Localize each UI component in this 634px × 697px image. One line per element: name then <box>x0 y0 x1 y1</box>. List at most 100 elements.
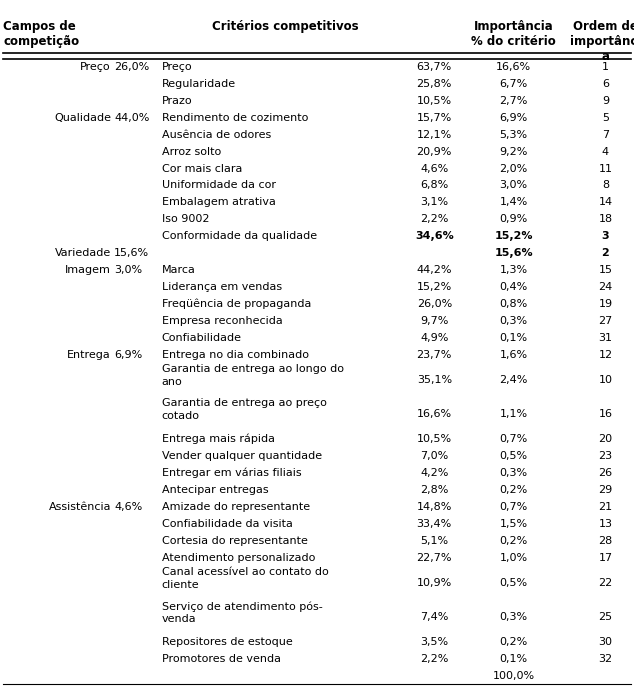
Text: 11: 11 <box>598 164 612 174</box>
Text: 7,4%: 7,4% <box>420 612 448 622</box>
Text: 2: 2 <box>602 248 609 258</box>
Text: 4,6%: 4,6% <box>420 164 448 174</box>
Text: 21: 21 <box>598 502 612 512</box>
Text: Variedade: Variedade <box>55 248 111 258</box>
Text: 44,2%: 44,2% <box>417 265 452 275</box>
Text: 26,0%: 26,0% <box>417 299 452 309</box>
Text: Regularidade: Regularidade <box>162 79 236 89</box>
Text: Canal acessível ao contato do
cliente: Canal acessível ao contato do cliente <box>162 567 328 590</box>
Text: 5,3%: 5,3% <box>500 130 527 139</box>
Text: 35,1%: 35,1% <box>417 375 452 385</box>
Text: 3,5%: 3,5% <box>420 637 448 647</box>
Text: Cortesia do representante: Cortesia do representante <box>162 536 307 546</box>
Text: Liderança em vendas: Liderança em vendas <box>162 282 281 292</box>
Text: 3,1%: 3,1% <box>420 197 448 207</box>
Text: 30: 30 <box>598 637 612 647</box>
Text: 15: 15 <box>598 265 612 275</box>
Text: 0,2%: 0,2% <box>500 536 527 546</box>
Text: 16: 16 <box>598 409 612 419</box>
Text: 4: 4 <box>602 146 609 157</box>
Text: 0,5%: 0,5% <box>500 578 527 588</box>
Text: 100,0%: 100,0% <box>493 671 534 681</box>
Text: 27: 27 <box>598 316 612 325</box>
Text: Confiabilidade da visita: Confiabilidade da visita <box>162 519 292 529</box>
Text: 23: 23 <box>598 451 612 461</box>
Text: Promotores de venda: Promotores de venda <box>162 654 281 664</box>
Text: 2,2%: 2,2% <box>420 214 448 224</box>
Text: 13: 13 <box>598 519 612 529</box>
Text: 10,5%: 10,5% <box>417 96 452 106</box>
Text: 12,1%: 12,1% <box>417 130 452 139</box>
Text: 9,2%: 9,2% <box>500 146 527 157</box>
Text: Critérios competitivos: Critérios competitivos <box>212 20 359 33</box>
Text: Serviço de atendimento pós-
venda: Serviço de atendimento pós- venda <box>162 602 323 624</box>
Text: 63,7%: 63,7% <box>417 62 452 72</box>
Text: 31: 31 <box>598 332 612 343</box>
Text: 0,2%: 0,2% <box>500 485 527 495</box>
Text: 28: 28 <box>598 536 612 546</box>
Text: 34,6%: 34,6% <box>415 231 454 241</box>
Text: 33,4%: 33,4% <box>417 519 452 529</box>
Text: 2,4%: 2,4% <box>500 375 527 385</box>
Text: 23,7%: 23,7% <box>417 350 452 360</box>
Text: 10,9%: 10,9% <box>417 578 452 588</box>
Text: 1,1%: 1,1% <box>500 409 527 419</box>
Text: Preço: Preço <box>81 62 111 72</box>
Text: Embalagem atrativa: Embalagem atrativa <box>162 197 276 207</box>
Text: 4,2%: 4,2% <box>420 468 448 478</box>
Text: 6,8%: 6,8% <box>420 181 448 190</box>
Text: Arroz solto: Arroz solto <box>162 146 221 157</box>
Text: 1,3%: 1,3% <box>500 265 527 275</box>
Text: 15,2%: 15,2% <box>417 282 452 292</box>
Text: Entrega mais rápida: Entrega mais rápida <box>162 434 275 445</box>
Text: 0,8%: 0,8% <box>500 299 527 309</box>
Text: 20: 20 <box>598 434 612 444</box>
Text: 26,0%: 26,0% <box>114 62 150 72</box>
Text: Empresa reconhecida: Empresa reconhecida <box>162 316 282 325</box>
Text: Garantia de entrega ao preço
cotado: Garantia de entrega ao preço cotado <box>162 398 327 420</box>
Text: 18: 18 <box>598 214 612 224</box>
Text: 1,0%: 1,0% <box>500 553 527 562</box>
Text: 2,0%: 2,0% <box>500 164 527 174</box>
Text: Entrega: Entrega <box>67 350 111 360</box>
Text: 14: 14 <box>598 197 612 207</box>
Text: 0,7%: 0,7% <box>500 434 527 444</box>
Text: Marca: Marca <box>162 265 195 275</box>
Text: Ausência de odores: Ausência de odores <box>162 130 271 139</box>
Text: Antecipar entregas: Antecipar entregas <box>162 485 268 495</box>
Text: 6,7%: 6,7% <box>500 79 527 89</box>
Text: 10,5%: 10,5% <box>417 434 452 444</box>
Text: 14,8%: 14,8% <box>417 502 452 512</box>
Text: Entrega no dia combinado: Entrega no dia combinado <box>162 350 309 360</box>
Text: 0,3%: 0,3% <box>500 468 527 478</box>
Text: Amizade do representante: Amizade do representante <box>162 502 310 512</box>
Text: 5,1%: 5,1% <box>420 536 448 546</box>
Text: 0,2%: 0,2% <box>500 637 527 647</box>
Text: 0,5%: 0,5% <box>500 451 527 461</box>
Text: Garantia de entrega ao longo do
ano: Garantia de entrega ao longo do ano <box>162 365 344 387</box>
Text: Importância
% do critério: Importância % do critério <box>471 20 556 47</box>
Text: 17: 17 <box>598 553 612 562</box>
Text: Preço: Preço <box>162 62 192 72</box>
Text: 25: 25 <box>598 612 612 622</box>
Text: 24: 24 <box>598 282 612 292</box>
Text: 15,6%: 15,6% <box>495 248 533 258</box>
Text: 4,6%: 4,6% <box>114 502 143 512</box>
Text: 22,7%: 22,7% <box>417 553 452 562</box>
Text: 10: 10 <box>598 375 612 385</box>
Text: 3,0%: 3,0% <box>500 181 527 190</box>
Text: 26: 26 <box>598 468 612 478</box>
Text: 16,6%: 16,6% <box>496 62 531 72</box>
Text: Repositores de estoque: Repositores de estoque <box>162 637 292 647</box>
Text: 1,4%: 1,4% <box>500 197 527 207</box>
Text: 29: 29 <box>598 485 612 495</box>
Text: 6,9%: 6,9% <box>114 350 143 360</box>
Text: 12: 12 <box>598 350 612 360</box>
Text: 2,7%: 2,7% <box>500 96 527 106</box>
Text: 0,7%: 0,7% <box>500 502 527 512</box>
Text: 4,9%: 4,9% <box>420 332 448 343</box>
Text: 1,6%: 1,6% <box>500 350 527 360</box>
Text: Assistência: Assistência <box>48 502 111 512</box>
Text: 3,0%: 3,0% <box>114 265 142 275</box>
Text: Vender qualquer quantidade: Vender qualquer quantidade <box>162 451 322 461</box>
